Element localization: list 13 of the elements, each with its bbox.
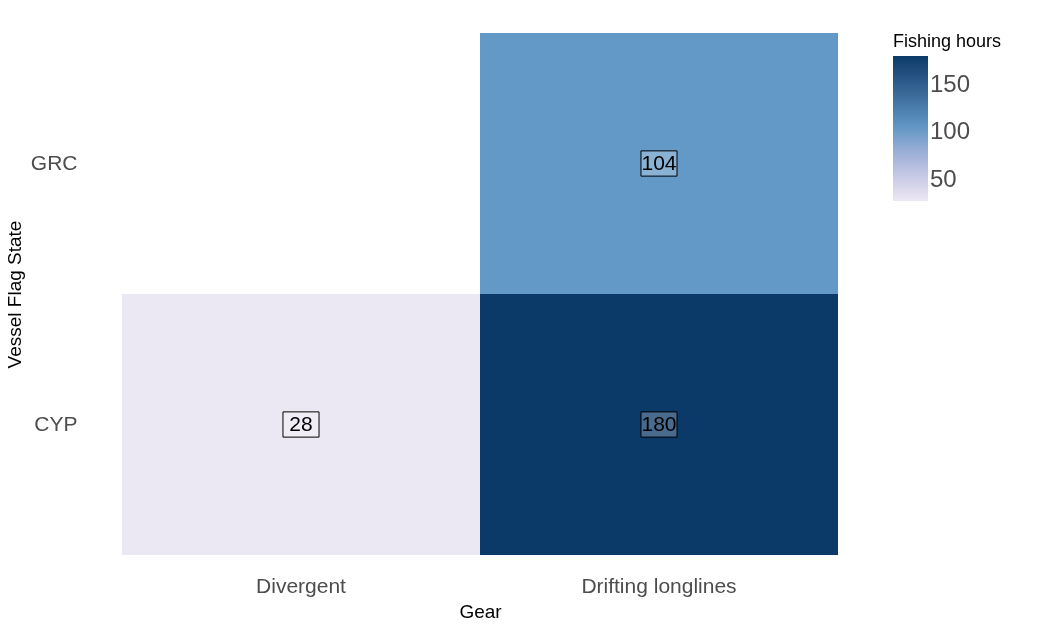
color-bar-label: 150 <box>930 69 971 97</box>
x-tick-label: Divergent <box>256 573 347 597</box>
data-label: 28 <box>289 411 313 435</box>
color-bar-label: 100 <box>930 117 971 145</box>
y-tick-label: GRC <box>30 150 78 174</box>
x-tick-label: Drifting longlines <box>581 573 737 597</box>
legend-title: Fishing hours <box>893 31 1002 51</box>
color-bar-label: 50 <box>930 165 957 193</box>
data-label: 104 <box>641 150 677 174</box>
data-label: 180 <box>641 411 677 435</box>
y-axis-title: Vessel Flag State <box>3 220 25 369</box>
y-tick-label: CYP <box>34 411 78 435</box>
x-axis-title: Gear <box>459 600 503 622</box>
